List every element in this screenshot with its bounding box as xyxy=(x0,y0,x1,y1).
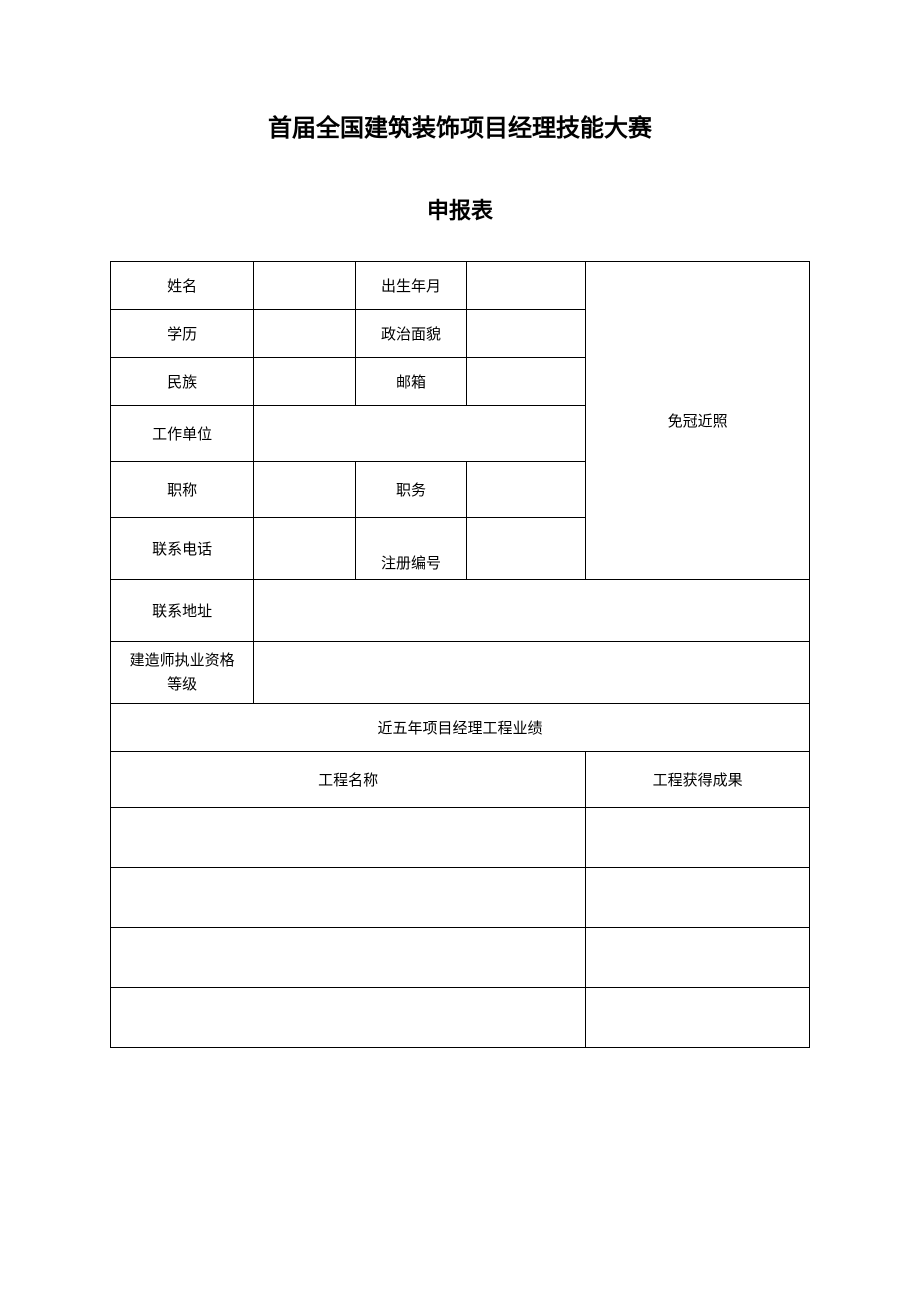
performance-col2-header: 工程获得成果 xyxy=(586,752,810,808)
value-political[interactable] xyxy=(467,310,586,358)
performance-row-result[interactable] xyxy=(586,928,810,988)
page-title-main: 首届全国建筑装饰项目经理技能大赛 xyxy=(110,108,810,143)
value-name[interactable] xyxy=(254,262,355,310)
label-ethnic: 民族 xyxy=(111,358,254,406)
label-qualification: 建造师执业资格 等级 xyxy=(111,642,254,704)
performance-row-name[interactable] xyxy=(111,988,586,1048)
label-position: 职务 xyxy=(355,462,467,518)
label-address: 联系地址 xyxy=(111,580,254,642)
value-address[interactable] xyxy=(254,580,810,642)
label-title: 职称 xyxy=(111,462,254,518)
value-qualification[interactable] xyxy=(254,642,810,704)
value-email[interactable] xyxy=(467,358,586,406)
value-regno[interactable] xyxy=(467,518,586,580)
performance-row-name[interactable] xyxy=(111,808,586,868)
application-form-table: 姓名 出生年月 免冠近照 学历 政治面貌 民族 邮箱 工作单位 职称 职务 联系… xyxy=(110,261,810,1048)
performance-section-title: 近五年项目经理工程业绩 xyxy=(111,704,810,752)
label-qualification-line2: 等级 xyxy=(167,677,197,693)
value-birth[interactable] xyxy=(467,262,586,310)
performance-row-result[interactable] xyxy=(586,868,810,928)
label-workunit: 工作单位 xyxy=(111,406,254,462)
label-email: 邮箱 xyxy=(355,358,467,406)
value-title[interactable] xyxy=(254,462,355,518)
photo-cell[interactable]: 免冠近照 xyxy=(586,262,810,580)
value-phone[interactable] xyxy=(254,518,355,580)
performance-row-name[interactable] xyxy=(111,928,586,988)
performance-col1-header: 工程名称 xyxy=(111,752,586,808)
performance-row-result[interactable] xyxy=(586,808,810,868)
page-title-sub: 申报表 xyxy=(110,193,810,225)
value-ethnic[interactable] xyxy=(254,358,355,406)
label-phone: 联系电话 xyxy=(111,518,254,580)
label-birth: 出生年月 xyxy=(355,262,467,310)
label-name: 姓名 xyxy=(111,262,254,310)
label-education: 学历 xyxy=(111,310,254,358)
label-regno: 注册编号 xyxy=(355,518,467,580)
value-position[interactable] xyxy=(467,462,586,518)
label-qualification-line1: 建造师执业资格 xyxy=(130,653,235,669)
performance-row-result[interactable] xyxy=(586,988,810,1048)
value-education[interactable] xyxy=(254,310,355,358)
label-political: 政治面貌 xyxy=(355,310,467,358)
value-workunit[interactable] xyxy=(254,406,586,462)
performance-row-name[interactable] xyxy=(111,868,586,928)
